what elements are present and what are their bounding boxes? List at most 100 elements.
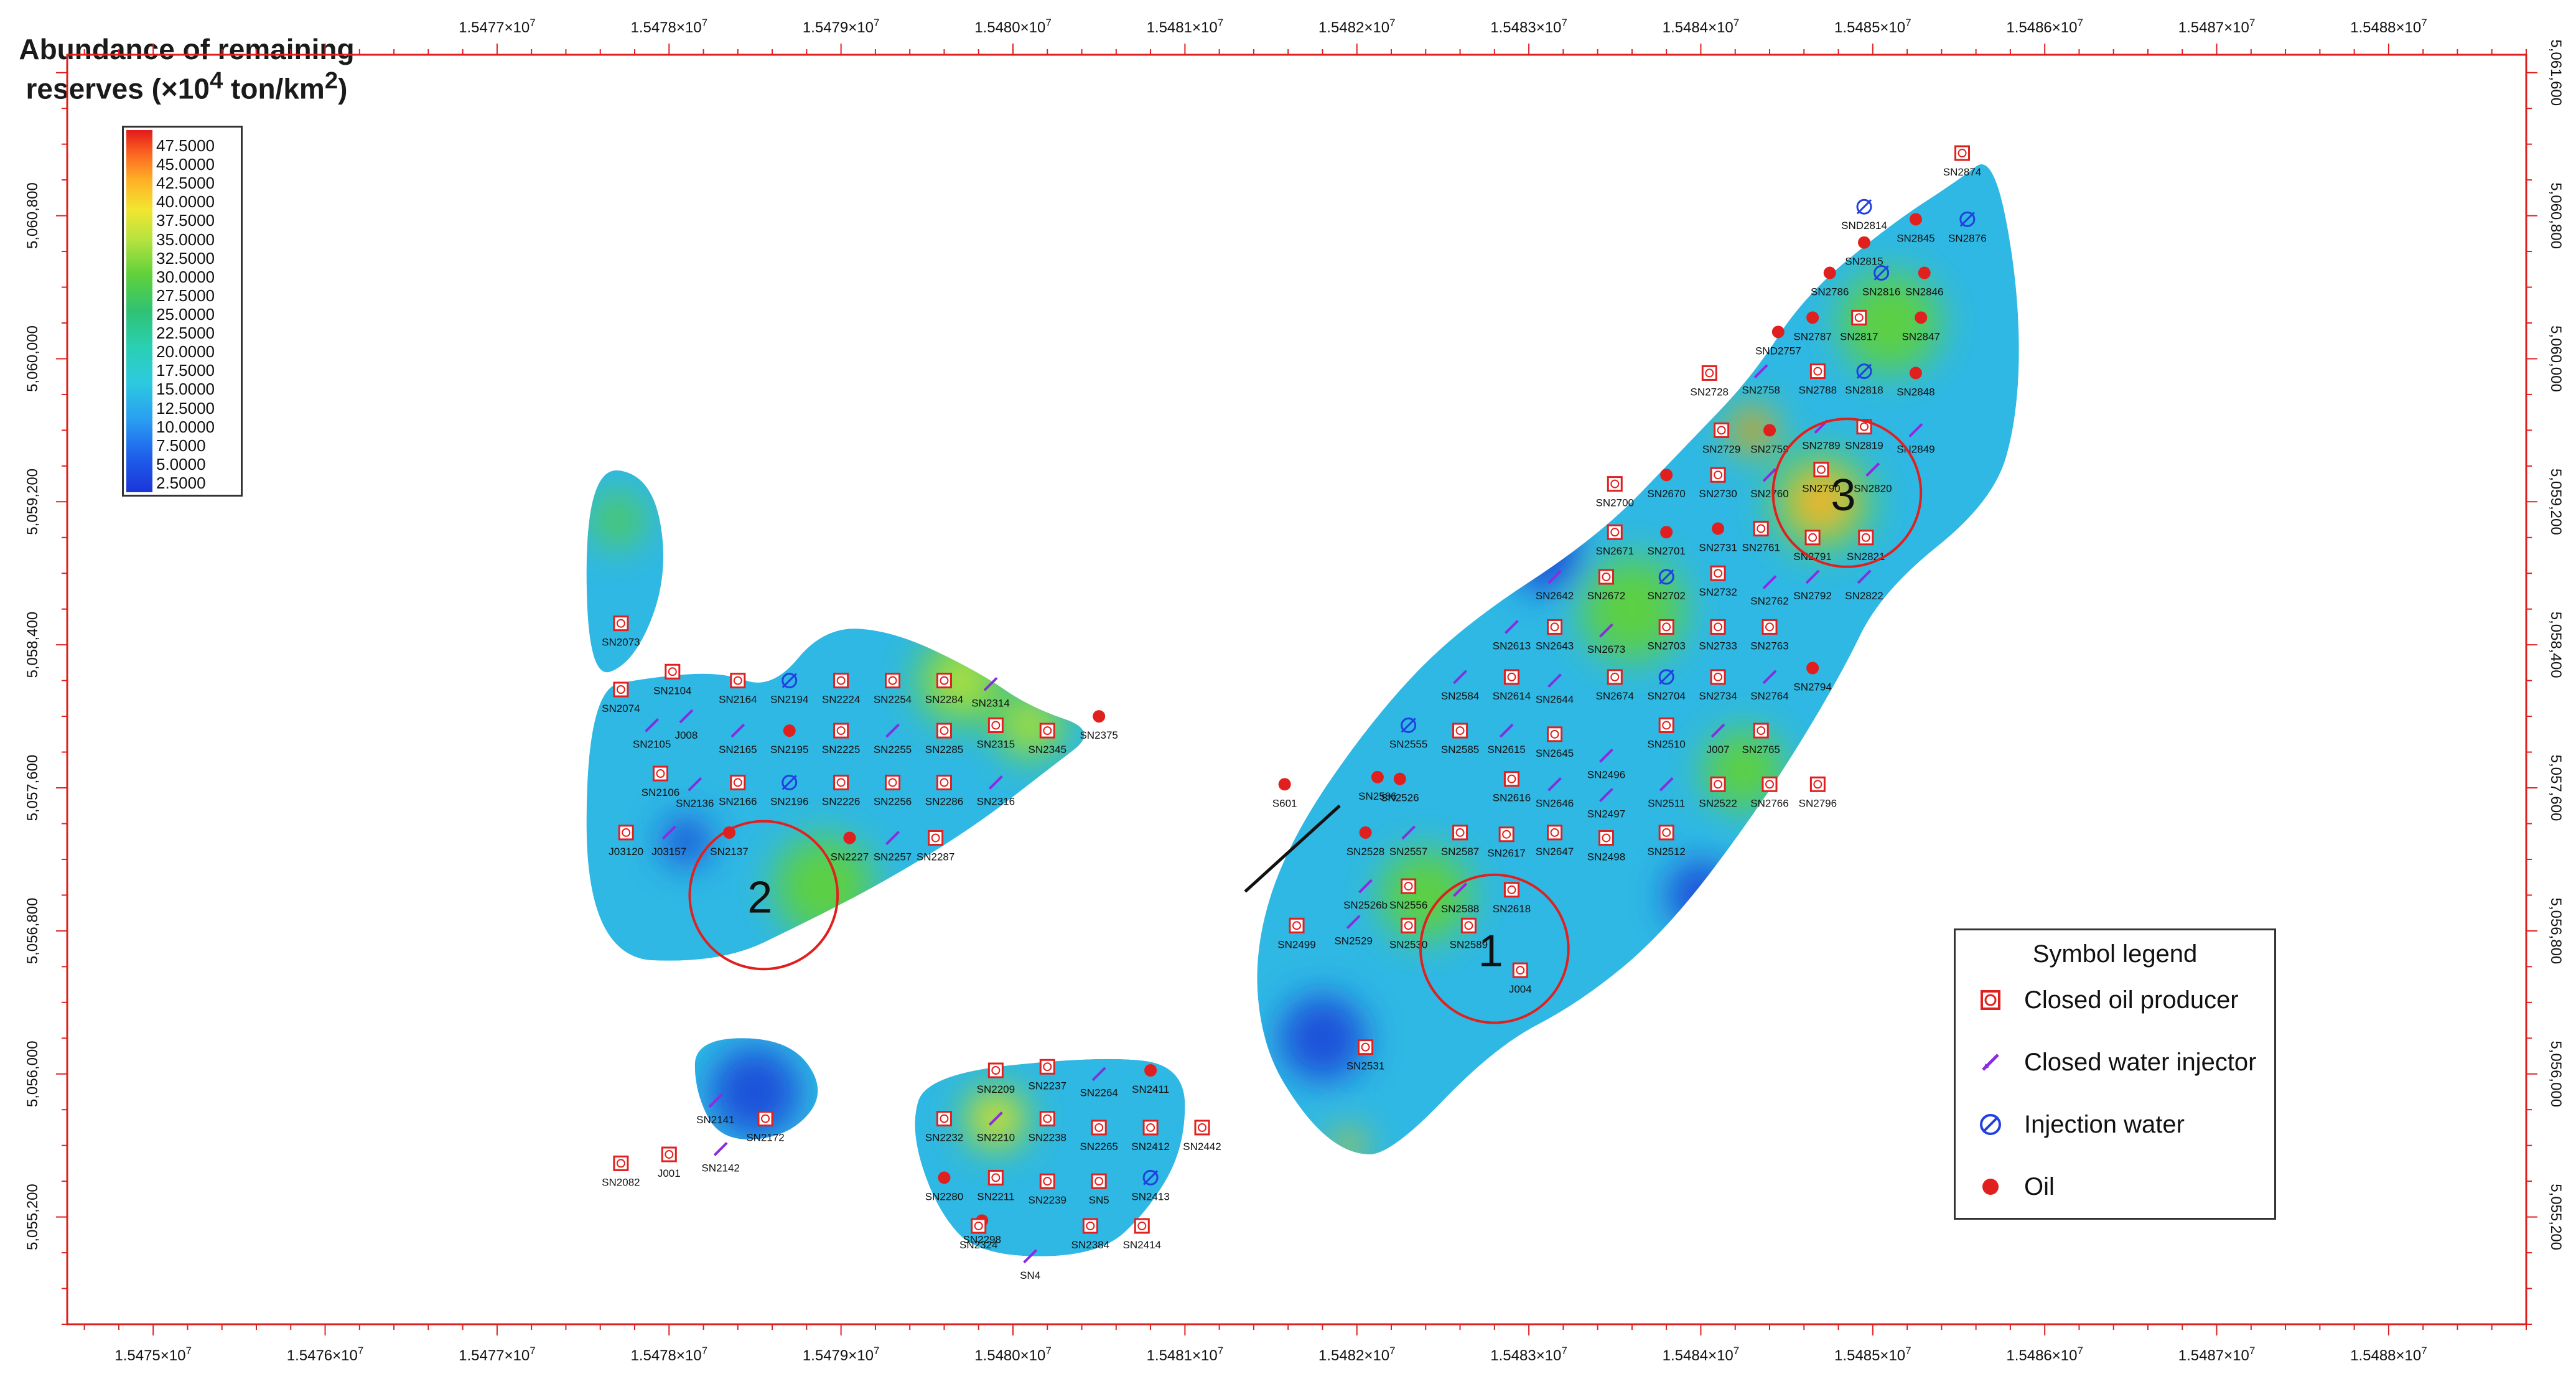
- well-label: SN2758: [1742, 385, 1780, 396]
- well-label: J004: [1509, 983, 1532, 995]
- well-label: SN2512: [1647, 846, 1685, 858]
- y-right-tick-label: 5,055,200: [2547, 1184, 2564, 1250]
- closed-producer-icon: [928, 830, 944, 846]
- well-label: SN2136: [676, 797, 714, 809]
- colorbar-tick-label: 2.5000: [156, 473, 206, 492]
- well-marker: SN2239: [1029, 1173, 1066, 1206]
- closed-producer-icon: [936, 774, 952, 790]
- well-marker: SND2757: [1755, 325, 1801, 357]
- well-label: SN2496: [1587, 769, 1625, 780]
- injection-water-icon-slash: [1143, 1170, 1159, 1185]
- oil-well-icon: [1660, 469, 1673, 482]
- oil-well-icon: [1982, 1179, 1999, 1195]
- closed-injector-icon: [885, 723, 900, 738]
- well-label: SN2822: [1845, 590, 1883, 602]
- well-marker: SN2585: [1441, 722, 1479, 755]
- well-label: SN2818: [1845, 385, 1883, 396]
- closed-producer-icon-core: [1361, 1042, 1370, 1052]
- closed-producer-icon-core: [1610, 528, 1620, 537]
- well-marker: SN2499: [1277, 917, 1316, 950]
- closed-producer-icon-core: [1610, 672, 1620, 681]
- well-marker: SN2511: [1648, 777, 1685, 809]
- well-label: SN2642: [1536, 590, 1574, 602]
- well-label: SN2672: [1587, 590, 1625, 602]
- closed-injector-icon: [1547, 569, 1562, 584]
- closed-producer-icon-core: [733, 676, 742, 685]
- closed-producer-icon-core: [1662, 721, 1671, 730]
- x-tick-exponent: 7: [1905, 17, 1911, 29]
- well-label: SN2255: [874, 744, 912, 755]
- x-tick-label: 1.5485×107: [1834, 17, 1911, 36]
- well-marker: SN2816: [1862, 265, 1900, 298]
- closed-producer-icon: [987, 1062, 1004, 1078]
- well-label: SN2238: [1029, 1132, 1066, 1144]
- closed-injector-icon: [730, 723, 745, 738]
- injection-water-icon-slash: [1659, 669, 1674, 685]
- well-marker: SN2760: [1750, 467, 1789, 500]
- well-label: SN2225: [822, 744, 860, 755]
- well-marker: SN2788: [1799, 363, 1837, 396]
- well-label: SN2674: [1596, 690, 1634, 702]
- well-label: SN2264: [1080, 1087, 1118, 1099]
- well-label: SN2732: [1699, 586, 1737, 598]
- colorbar-tick-label: 5.0000: [156, 454, 206, 474]
- closed-injector-icon: [1982, 1054, 1999, 1071]
- closed-producer-icon-core: [616, 685, 625, 694]
- well-marker: SN2700: [1596, 476, 1634, 509]
- well-label: SN2526b: [1343, 899, 1388, 911]
- well-label: SN2702: [1647, 590, 1685, 602]
- well-label: SN2731: [1699, 541, 1737, 553]
- injection-water-icon: [1980, 1114, 2001, 1135]
- x-tick-label: 1.5482×107: [1318, 17, 1396, 36]
- well-label: SN2588: [1441, 903, 1479, 915]
- well-marker: SN2792: [1793, 569, 1832, 602]
- well-label: SN2285: [925, 744, 963, 755]
- well-marker: SN2142: [701, 1142, 740, 1174]
- well-label: SN2794: [1793, 681, 1831, 693]
- closed-injector-icon: [645, 718, 660, 732]
- well-label: SN2522: [1699, 797, 1737, 809]
- closed-producer-icon-core: [940, 676, 949, 685]
- closed-producer-icon-core: [1860, 422, 1869, 431]
- well-label: SN2411: [1132, 1083, 1169, 1095]
- oil-well-icon: [1771, 325, 1785, 339]
- closed-producer-icon-core: [668, 667, 677, 676]
- well-marker: SN2413: [1131, 1169, 1170, 1202]
- colorbar-tick-label: 35.0000: [156, 230, 215, 249]
- colorbar-tick-label: 42.5000: [156, 174, 215, 193]
- closed-producer-icon: [1753, 722, 1769, 739]
- oil-well-icon: [1093, 710, 1106, 723]
- colorbar-tick-label: 7.5000: [156, 436, 206, 455]
- well-label: SN2256: [874, 795, 912, 807]
- highlight-circle: [1771, 418, 1923, 568]
- well-label: SN2821: [1847, 551, 1885, 563]
- closed-producer-icon-core: [1705, 368, 1714, 378]
- closed-producer-icon: [1091, 1120, 1107, 1136]
- well-marker: SN2557: [1389, 825, 1427, 858]
- closed-injector-icon: [1401, 825, 1416, 840]
- closed-producer-icon-core: [1455, 726, 1465, 736]
- closed-injector-icon: [1762, 467, 1777, 482]
- closed-producer-icon: [1753, 520, 1769, 536]
- well-label: SN2287: [917, 851, 954, 863]
- x-tick-exponent: 7: [530, 17, 535, 29]
- closed-producer-icon: [1714, 422, 1730, 438]
- x-tick-mantissa: 1.5484×10: [1663, 1347, 1734, 1364]
- well-marker: SN2316: [977, 775, 1015, 807]
- well-label: SN2232: [925, 1132, 963, 1144]
- low-abundance-zone: [1279, 995, 1366, 1082]
- closed-producer-icon: [613, 1155, 629, 1171]
- x-tick-label: 1.5479×107: [803, 17, 880, 36]
- well-marker: SND2814: [1841, 199, 1887, 231]
- well-label: SN2209: [977, 1083, 1015, 1095]
- well-label: SN2796: [1799, 797, 1837, 809]
- injection-water-icon: [1658, 569, 1674, 585]
- well-marker: SN2763: [1750, 619, 1789, 652]
- well-label: SN2586: [1358, 790, 1396, 802]
- closed-producer-icon-core: [1714, 470, 1723, 480]
- y-right-tick-label: 5,057,600: [2547, 755, 2564, 821]
- high-abundance-zone: [1793, 473, 1850, 530]
- injection-water-icon: [1142, 1169, 1159, 1185]
- well-label: J03157: [651, 846, 686, 858]
- y-right-tick-label: 5,056,800: [2547, 897, 2564, 964]
